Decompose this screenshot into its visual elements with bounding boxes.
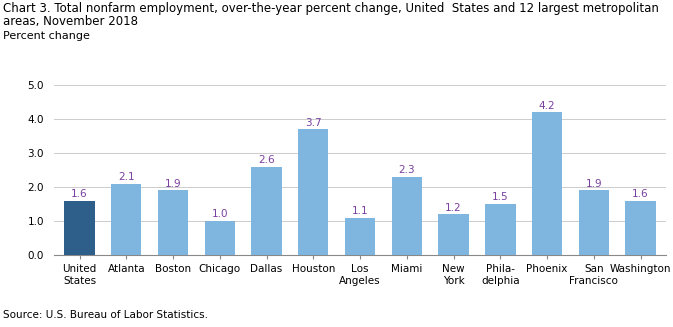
Text: Source: U.S. Bureau of Labor Statistics.: Source: U.S. Bureau of Labor Statistics. [3,310,209,320]
Text: 1.9: 1.9 [586,179,602,189]
Bar [532,112,562,255]
Bar [158,190,188,255]
Text: 1.2: 1.2 [446,202,462,213]
Text: 2.6: 2.6 [258,155,275,165]
Bar [625,201,656,255]
Text: 1.6: 1.6 [632,189,649,199]
Text: 1.1: 1.1 [352,206,368,216]
Text: areas, November 2018: areas, November 2018 [3,15,139,28]
Text: Percent change: Percent change [3,31,90,41]
Text: 1.9: 1.9 [165,179,181,189]
Text: 2.1: 2.1 [118,172,135,182]
Text: 4.2: 4.2 [539,100,555,111]
Bar [438,214,469,255]
Text: 3.7: 3.7 [305,117,322,128]
Bar [251,167,282,255]
Bar [345,218,376,255]
Bar [579,190,609,255]
Text: 1.0: 1.0 [211,209,228,219]
Text: Chart 3. Total nonfarm employment, over-the-year percent change, United  States : Chart 3. Total nonfarm employment, over-… [3,2,660,15]
Bar [205,221,235,255]
Text: 1.6: 1.6 [71,189,88,199]
Text: 1.5: 1.5 [492,192,509,202]
Bar [298,129,328,255]
Bar [65,201,95,255]
Bar [392,177,422,255]
Bar [485,204,516,255]
Text: 2.3: 2.3 [398,165,415,175]
Bar [111,184,141,255]
